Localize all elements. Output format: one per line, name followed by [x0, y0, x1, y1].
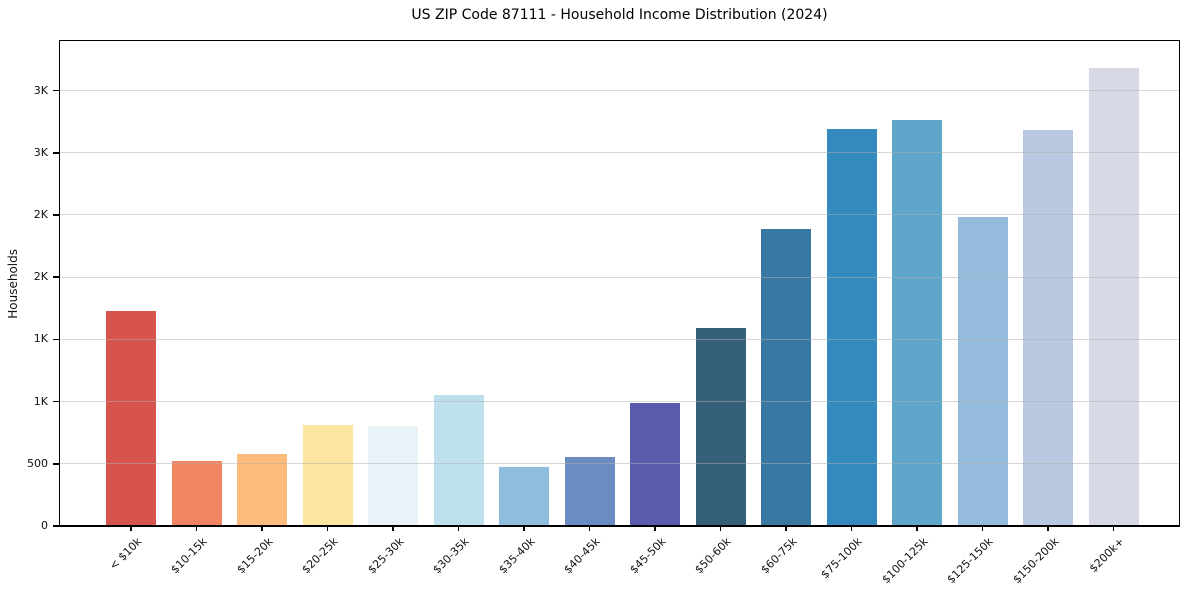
x-tick-mark — [1112, 526, 1115, 531]
x-tick-mark — [916, 526, 918, 531]
bar — [1088, 68, 1139, 526]
x-tick-label: $45-50k — [626, 535, 669, 577]
bar — [826, 129, 877, 526]
y-tick-label: 500 — [27, 456, 48, 470]
x-tick-mark — [195, 526, 198, 531]
x-tick-label: $150-200k — [1010, 535, 1062, 587]
bar — [237, 453, 287, 526]
bar — [499, 466, 549, 526]
x-tick-label: $100-125k — [879, 535, 931, 587]
y-tick-mark — [53, 338, 59, 341]
y-tick-mark — [53, 214, 59, 216]
bar — [1023, 130, 1073, 526]
y-tick-label: 3K — [33, 145, 48, 159]
x-tick-mark — [719, 526, 722, 531]
y-tick-label: 1K — [33, 332, 48, 346]
bars-layer — [60, 42, 1179, 526]
x-tick-mark — [130, 526, 132, 531]
x-tick-label: $15-20k — [233, 535, 276, 577]
x-tick-label: $75-100k — [818, 535, 865, 582]
x-tick-mark — [654, 526, 656, 531]
x-tick-label: $200k+ — [1086, 535, 1127, 576]
y-tick-mark — [53, 525, 59, 527]
x-tick-mark — [1047, 526, 1049, 531]
y-tick-mark — [53, 276, 59, 278]
x-tick-mark — [326, 526, 329, 531]
x-tick-mark — [261, 526, 263, 531]
y-tick-mark — [53, 89, 59, 92]
x-tick-label: $50-60k — [692, 535, 734, 577]
x-tick-label: $60-75k — [757, 535, 800, 577]
x-tick-label: $25-30k — [364, 535, 407, 577]
x-tick-mark — [588, 526, 591, 531]
x-tick-mark — [785, 526, 787, 531]
y-tick-label: 1K — [33, 394, 48, 408]
x-tick-label: < $10k — [106, 535, 145, 573]
y-tick-label: 0 — [41, 519, 48, 532]
y-tick-mark — [53, 400, 59, 403]
y-tick-label: 3K — [33, 83, 48, 97]
x-tick-mark — [457, 526, 460, 531]
bar — [957, 217, 1008, 526]
bar — [171, 460, 222, 526]
bar — [433, 395, 484, 526]
bar — [106, 310, 156, 526]
x-tick-mark — [392, 526, 394, 531]
y-tick-label: 2K — [33, 207, 48, 221]
x-tick-label: $35-40k — [495, 535, 538, 577]
bar — [302, 424, 353, 526]
y-tick-label: 2K — [33, 270, 48, 284]
bar — [368, 426, 418, 526]
bar — [761, 228, 811, 526]
x-tick-label: $10-15k — [168, 535, 210, 577]
x-tick-label: $40-45k — [561, 535, 603, 577]
x-tick-mark — [850, 526, 853, 531]
bar — [630, 402, 680, 526]
x-tick-label: $125-150k — [944, 535, 996, 587]
x-tick-label: $30-35k — [430, 535, 472, 577]
x-tick-mark — [981, 526, 984, 531]
bar — [892, 120, 942, 526]
bar — [564, 456, 615, 526]
x-tick-mark — [523, 526, 525, 531]
chart-title: US ZIP Code 87111 - Household Income Dis… — [411, 7, 828, 23]
x-tick-label: $20-25k — [299, 535, 341, 577]
y-tick-mark — [53, 462, 59, 465]
bar — [695, 327, 746, 526]
y-tick-mark — [53, 151, 59, 154]
